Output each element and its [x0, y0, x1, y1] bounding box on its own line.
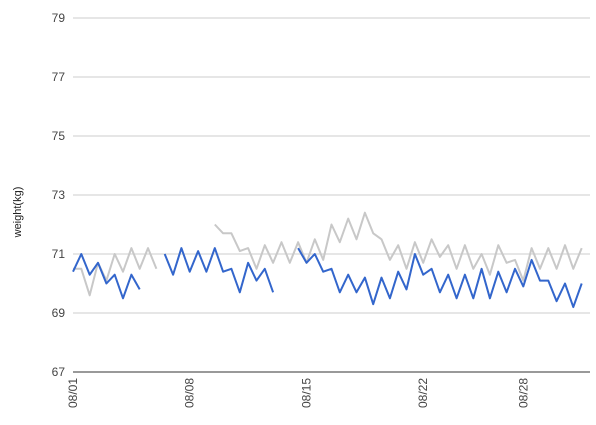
series-line-gray: [73, 211, 583, 297]
y-tick-label: 75: [52, 129, 66, 143]
x-tick-label: 08/22: [416, 378, 430, 408]
y-tick-label: 69: [52, 306, 66, 320]
x-tick-label: 08/28: [516, 378, 530, 408]
y-axis-title: weight(kg): [12, 187, 24, 239]
series-line-blue: [72, 247, 583, 309]
series-segment: [72, 253, 141, 300]
y-tick-label: 79: [52, 11, 66, 25]
series-segment: [214, 211, 583, 282]
y-tick-label: 71: [52, 247, 66, 261]
x-tick-label: 08/15: [299, 378, 313, 408]
series-segment: [163, 247, 275, 294]
series-segment: [297, 247, 583, 309]
series-segment: [73, 247, 158, 297]
axis-layer: 67 69 71 73 75 77 79 08/01 08/08 08/15 08/22 08/28: [52, 11, 531, 408]
y-tick-label: 77: [52, 70, 66, 84]
x-tick-label: 08/08: [183, 378, 197, 408]
grid-layer: [73, 17, 590, 373]
y-tick-label: 73: [52, 188, 66, 202]
series-layer: [72, 211, 583, 309]
y-tick-label: 67: [52, 365, 66, 379]
x-tick-label: 08/01: [66, 378, 80, 408]
